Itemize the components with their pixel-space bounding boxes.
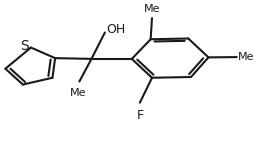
- Text: Me: Me: [144, 4, 160, 14]
- Text: F: F: [136, 109, 143, 122]
- Text: Me: Me: [238, 52, 254, 62]
- Text: S: S: [20, 39, 29, 53]
- Text: Me: Me: [70, 88, 86, 98]
- Text: OH: OH: [106, 23, 126, 36]
